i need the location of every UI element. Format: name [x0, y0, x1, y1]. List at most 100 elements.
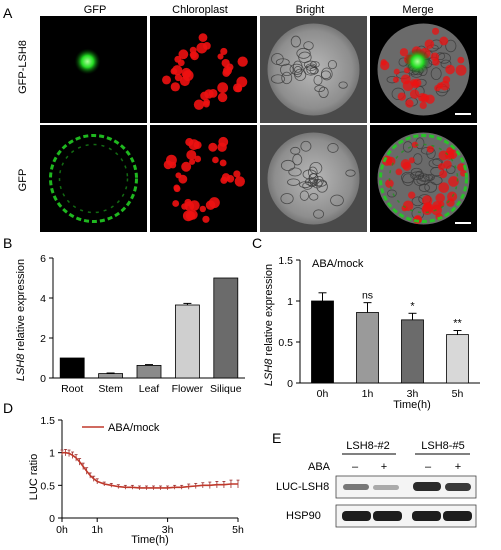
chloroplast: [233, 170, 241, 178]
chloroplast: [178, 49, 189, 60]
blot-strip-hsp90: [335, 504, 477, 528]
chloroplast: [443, 160, 452, 169]
micrograph-tile: [150, 125, 257, 232]
blot-line-label-2: LSH8-#5: [421, 440, 464, 452]
organelle: [299, 190, 310, 201]
organelle: [290, 146, 301, 155]
chloroplast: [434, 84, 441, 92]
gfp-cytoplasm-signal: [49, 134, 138, 223]
chart-c-aba-time-course: LSH8 relative expression ABA/mock Time(h…: [263, 255, 480, 411]
chloroplast: [380, 60, 390, 71]
chloroplast: [395, 168, 403, 176]
chloroplast: [457, 56, 465, 64]
organelle: [294, 68, 307, 81]
chloroplast: [421, 204, 433, 215]
chloroplast: [234, 85, 243, 93]
organelle: [288, 167, 302, 177]
chloroplast: [220, 47, 228, 56]
chloroplast: [162, 75, 171, 85]
micrograph-tile: [40, 125, 147, 232]
chloroplast: [173, 185, 181, 193]
organelle: [418, 183, 430, 192]
blot-band: [445, 483, 471, 491]
organelle: [287, 178, 300, 186]
micrograph-tile: [370, 125, 477, 232]
organelle: [280, 193, 294, 205]
organelle: [303, 60, 317, 69]
chart-b-x-tick-label: Root: [61, 383, 83, 395]
chloroplast: [172, 200, 180, 207]
chart-d-y-tick-label: 0.5: [40, 480, 55, 492]
chloroplast: [442, 76, 451, 84]
chart-c-x-tick-label: 3h: [407, 388, 419, 400]
chloroplast: [455, 64, 467, 76]
panel-letter-e: E: [272, 430, 281, 446]
chloroplast: [212, 156, 219, 164]
chart-c-bar-3h: [401, 319, 424, 384]
chart-c-ylabel: LSH8 relative expression: [263, 264, 275, 386]
organelle: [413, 175, 426, 186]
chart-b-y-tick-label: 2: [40, 333, 46, 345]
western-blot-panel: LSH8-#2 LSH8-#5 ABA – + – + LUC-LSH8 HSP…: [276, 440, 477, 528]
panel-letter-c: C: [252, 235, 262, 251]
chloroplast: [204, 89, 214, 99]
chart-d-luc-ratio: LUC ratio Time(h) ABA/mock 0 0.5 1 1.5 0h 1h 3…: [28, 415, 244, 546]
organelle: [320, 67, 333, 81]
chloroplast: [217, 53, 224, 60]
row-label-gfp-lsh8: GFP-LSH8: [17, 40, 29, 94]
organelle: [425, 173, 435, 181]
chloroplast: [408, 157, 415, 164]
micrograph-tile: [260, 16, 367, 123]
chloroplast: [174, 73, 183, 82]
chloroplast: [184, 198, 192, 207]
chloroplast: [236, 76, 248, 88]
organelle: [302, 181, 313, 190]
organelle: [300, 140, 312, 152]
chloroplast: [438, 182, 450, 193]
chloroplast: [177, 59, 185, 67]
blot-label-luc-lsh8: LUC-LSH8: [276, 481, 329, 493]
chart-c-significance-label: **: [453, 318, 462, 330]
chart-b-bar-silique: [213, 277, 239, 379]
chart-d-x-tick-label: 5h: [232, 524, 244, 536]
chloroplast: [188, 139, 200, 150]
chloroplast: [221, 173, 231, 182]
chart-c-significance-label: *: [410, 300, 415, 312]
micrograph-background: [40, 125, 147, 232]
organelle: [415, 170, 425, 179]
chloroplast: [439, 170, 448, 179]
chloroplast: [405, 99, 414, 108]
organelle: [313, 74, 323, 86]
organelle: [271, 53, 284, 65]
chart-b-x-tick-label: Silique: [210, 383, 242, 395]
chart-c-y-tick-label: 1: [287, 296, 293, 308]
blot-band: [443, 511, 472, 521]
organelle: [402, 141, 413, 153]
blot-sign-4: +: [455, 461, 461, 473]
chloroplast: [400, 159, 411, 169]
chloroplast: [408, 191, 416, 199]
chloroplast: [205, 200, 216, 210]
chloroplast: [412, 78, 422, 88]
organelle: [386, 189, 397, 198]
chart-d-ylabel: LUC ratio: [28, 454, 40, 500]
chloroplast: [447, 149, 458, 160]
gfp-cytoplasm-signal: [388, 143, 459, 214]
chloroplast: [419, 101, 427, 110]
organelle: [307, 179, 317, 187]
chart-b-bar-root: [59, 357, 85, 379]
row-label-gfp: GFP: [17, 169, 29, 192]
chart-c-bar-0h: [311, 300, 334, 384]
panel-letter-b: B: [3, 235, 12, 251]
panel-a-column-headers: GFP Chloroplast Bright Merge: [84, 4, 434, 16]
chart-d-x-tick-label: 1h: [91, 524, 103, 536]
chloroplast: [189, 158, 196, 165]
chloroplast: [186, 149, 197, 160]
organelle: [308, 166, 318, 179]
chloroplast: [202, 215, 210, 223]
blot-label-hsp90: HSP90: [286, 510, 321, 522]
chloroplast: [417, 93, 427, 102]
chart-d-y-tick-label: 0: [49, 513, 55, 525]
micrograph-tile: [150, 16, 257, 123]
